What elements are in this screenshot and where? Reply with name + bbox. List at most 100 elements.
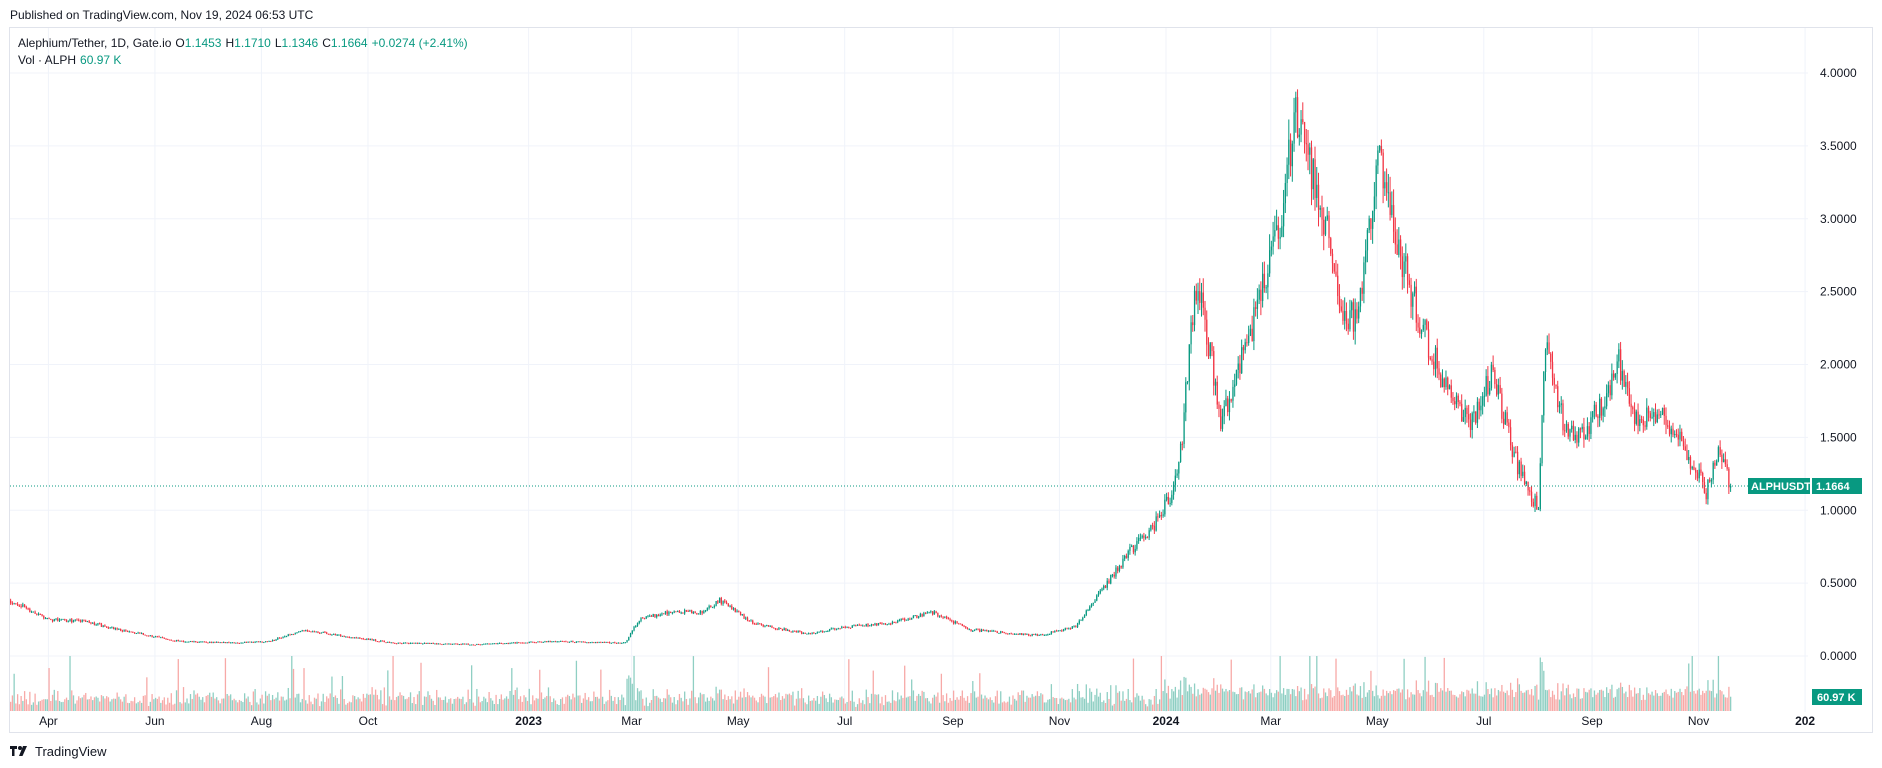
volume-bar	[97, 697, 99, 711]
volume-bar	[1508, 695, 1510, 711]
volume-bar	[1668, 695, 1671, 711]
candle-body	[1316, 184, 1318, 198]
volume-bar	[170, 693, 172, 711]
candle-body	[1572, 425, 1575, 440]
volume-bar	[13, 673, 15, 711]
candle-body	[544, 641, 546, 643]
candle-body	[537, 641, 539, 643]
candle-body	[228, 642, 230, 644]
candle-body	[450, 643, 452, 645]
candle-body	[462, 643, 464, 645]
volume-bar	[1588, 689, 1590, 711]
volume-title[interactable]: Vol · ALPH	[18, 53, 77, 67]
volume-bar	[477, 696, 480, 711]
candle-body	[797, 631, 799, 633]
candle-body	[392, 642, 394, 644]
volume-bar	[938, 702, 941, 711]
candle-body	[1282, 203, 1285, 227]
volume-bar	[743, 688, 745, 711]
volume-bar	[1076, 683, 1079, 711]
candle-body	[1578, 428, 1580, 443]
volume-bar	[1494, 688, 1496, 711]
candle-body	[1464, 407, 1466, 418]
price-label[interactable]: ALPHUSDT 1.1664	[1748, 478, 1862, 494]
volume-bar	[537, 698, 539, 711]
candle-body	[1730, 485, 1732, 488]
candle-body	[224, 642, 227, 644]
candle-body	[195, 641, 197, 643]
volume-bar	[1160, 656, 1163, 711]
volume-bar	[408, 697, 410, 711]
volume-bar	[1054, 697, 1056, 711]
chart-frame[interactable]	[9, 27, 1873, 733]
volume-bar	[142, 695, 145, 711]
volume-bar	[1101, 702, 1103, 711]
volume-bar	[766, 703, 768, 711]
candle-body	[1424, 320, 1426, 325]
volume-bar	[1419, 693, 1421, 711]
volume-bar	[404, 699, 406, 711]
candle-body	[841, 626, 843, 629]
volume-bar	[268, 693, 270, 711]
candle-body	[409, 642, 412, 644]
candle-body	[39, 613, 41, 615]
candle-body	[404, 642, 406, 644]
volume-bar	[975, 697, 977, 711]
candle-body	[1263, 273, 1266, 289]
candle-body	[1293, 112, 1295, 144]
volume-bar	[191, 698, 193, 711]
candle-body	[477, 644, 480, 646]
volume-bar	[706, 697, 709, 711]
candle-body	[483, 643, 485, 645]
candle-body	[587, 642, 590, 644]
volume-bar	[1035, 695, 1037, 711]
volume-bar	[394, 700, 396, 711]
candle-body	[1368, 218, 1370, 231]
symbol-title[interactable]: Alephium/Tether, 1D, Gate.io	[18, 36, 172, 50]
candle-body	[650, 615, 653, 617]
volume-bar	[189, 694, 192, 711]
candle-body	[416, 642, 419, 644]
candle-body	[837, 628, 839, 630]
candle-body	[1674, 434, 1676, 436]
volume-bar	[890, 702, 892, 711]
volume-bar	[16, 694, 19, 711]
candle-body	[388, 641, 391, 643]
candle-body	[1382, 152, 1384, 189]
candle-body	[1459, 401, 1461, 404]
candle-body	[856, 624, 859, 626]
volume-bar	[237, 702, 239, 711]
candle-body	[1684, 446, 1686, 451]
volume-bar	[1122, 691, 1124, 711]
candle-body	[821, 630, 824, 633]
volume-bar	[184, 702, 186, 711]
price-label-symbol-bg	[1748, 478, 1810, 494]
candle-body	[561, 640, 564, 642]
volume-bar	[989, 697, 991, 711]
candle-body	[408, 642, 410, 644]
candle-body	[484, 643, 487, 645]
candle-body	[828, 629, 831, 632]
volume-bar	[1625, 691, 1627, 711]
volume-bar	[1590, 688, 1592, 711]
volume-bar	[1649, 694, 1651, 711]
volume-bar	[1707, 680, 1709, 711]
candle-body	[507, 643, 509, 645]
volume-bar	[1576, 688, 1578, 711]
candle-body	[294, 633, 296, 635]
volume-bar	[1370, 670, 1372, 711]
footer-brand[interactable]: TradingView	[10, 744, 107, 759]
candle-body	[863, 625, 866, 627]
candle-body	[1068, 628, 1070, 630]
candle-body	[271, 639, 274, 642]
candle-body	[713, 605, 716, 608]
volume-bar	[704, 701, 707, 711]
volume-bar	[207, 694, 209, 711]
candle-body	[689, 610, 691, 612]
volume-bar	[1667, 694, 1669, 711]
volume-bar	[1050, 684, 1053, 711]
candle-body	[1712, 462, 1714, 480]
volume-bar	[1558, 699, 1561, 711]
volume-bar	[1057, 704, 1060, 711]
